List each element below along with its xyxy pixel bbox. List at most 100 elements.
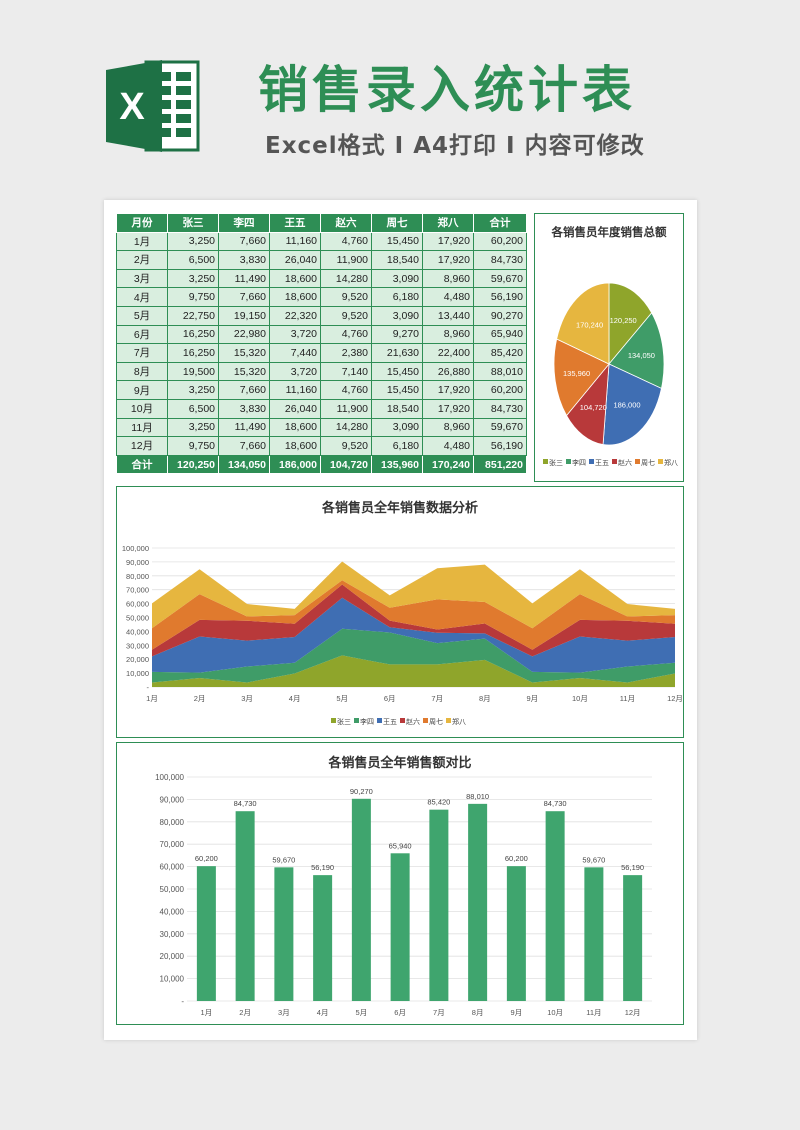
value-cell: 3,250 (167, 231, 219, 252)
x-tick-label: 1月 (146, 694, 158, 703)
value-cell: 18,600 (269, 268, 321, 289)
legend-swatch (423, 718, 428, 723)
bar-data-label: 65,940 (389, 841, 412, 850)
table-row: 7月 16,250 15,320 7,440 2,380 21,630 22,400 85,4… (116, 343, 527, 363)
table-row: 5月 22,750 19,150 22,320 9,520 3,090 13,440 90,2… (116, 305, 527, 326)
value-cell: 9,750 (167, 436, 219, 456)
x-tick-label: 11月 (620, 694, 635, 703)
value-cell: 9,520 (320, 287, 372, 307)
bar (584, 867, 604, 1001)
legend-swatch (331, 718, 336, 723)
legend-swatch (589, 459, 594, 464)
page-subtitle: Excel格式 I A4打印 I 内容可修改 (265, 133, 645, 159)
y-tick-label: 100,000 (122, 544, 149, 553)
y-tick-label: 90,000 (126, 558, 149, 567)
value-cell: 6,500 (167, 398, 219, 419)
x-tick-label: 5月 (336, 694, 348, 703)
page-title: 销售录入统计表 (258, 61, 636, 119)
value-cell: 3,830 (218, 398, 270, 419)
value-cell: 3,090 (371, 268, 423, 289)
value-cell: 19,500 (167, 361, 219, 382)
table-row: 4月 9,750 7,660 18,600 9,520 6,180 4,480 56,190 (116, 287, 527, 307)
bar-data-label: 90,270 (350, 787, 373, 796)
table-row: 3月 3,250 11,490 18,600 14,280 3,090 8,960 59,67… (116, 268, 527, 289)
bar-chart: - 10,000 20,000 30,000 40,000 50,000 60,000 70,… (155, 773, 652, 1017)
pie-slice (566, 362, 610, 445)
pie-chart: 120,250 134,050 186,000 104,720 135,960 170,2… (543, 282, 678, 467)
bar (468, 803, 488, 1001)
table-header-cell: 李四 (218, 213, 270, 233)
value-cell: 15,450 (371, 361, 423, 382)
pie-data-label: 135,960 (563, 369, 590, 378)
bar (235, 811, 255, 1001)
value-cell: 15,320 (218, 343, 270, 363)
month-cell: 5月 (116, 305, 168, 326)
value-cell: 59,670 (473, 268, 527, 289)
value-cell: 11,490 (218, 268, 270, 289)
pie-chart-title: 各销售员年度销售总额 (551, 225, 667, 239)
month-cell: 1月 (116, 231, 168, 252)
value-cell: 3,090 (371, 417, 423, 438)
bar-data-label: 84,730 (234, 799, 257, 808)
bar-chart-panel: 各销售员全年销售额对比 - 10,000 20,000 30,000 40,000 50,… (116, 742, 684, 1025)
table-header-cell: 王五 (269, 213, 321, 233)
table-header-cell: 张三 (167, 213, 219, 233)
value-cell: 3,250 (167, 268, 219, 289)
legend-swatch (377, 718, 382, 723)
legend-label: 张三 (337, 717, 351, 726)
value-cell: 90,270 (473, 305, 527, 326)
x-tick-label: 7月 (431, 694, 443, 703)
pie-data-label: 186,000 (613, 401, 640, 410)
value-cell: 17,920 (422, 380, 474, 400)
bar-data-label: 56,190 (311, 863, 334, 872)
x-tick-label: 2月 (239, 1008, 251, 1017)
pie-chart-panel: 各销售员年度销售总额 120,250 134,050 186,000 104,720 1… (534, 213, 684, 482)
table-row: 12月 9,750 7,660 18,600 9,520 6,180 4,480 56,190 (116, 436, 527, 456)
bar-data-label: 84,730 (544, 799, 567, 808)
value-cell: 56,190 (473, 436, 527, 456)
x-tick-label: 2月 (194, 694, 206, 703)
month-cell: 8月 (116, 361, 168, 382)
legend-swatch (566, 459, 571, 464)
pie-data-label: 170,240 (576, 321, 603, 330)
bar (545, 811, 565, 1001)
pie-slice (608, 282, 653, 366)
bar-data-label: 88,010 (466, 792, 489, 801)
value-cell: 15,320 (218, 361, 270, 382)
bar (429, 809, 449, 1001)
table-row: 8月 19,500 15,320 3,720 7,140 15,450 26,880 88,0… (116, 361, 527, 382)
month-cell: 6月 (116, 324, 168, 345)
y-tick-label: 20,000 (126, 655, 149, 664)
value-cell: 6,180 (371, 287, 423, 307)
value-cell: 11,490 (218, 417, 270, 438)
y-tick-label: 80,000 (126, 572, 149, 581)
value-cell: 22,320 (269, 305, 321, 326)
month-cell: 12月 (116, 436, 168, 456)
x-tick-label: 8月 (472, 1008, 484, 1017)
value-cell: 13,440 (422, 305, 474, 326)
pie-data-label: 120,250 (610, 316, 637, 325)
y-tick-label: 30,000 (160, 930, 185, 939)
value-cell: 14,280 (320, 268, 372, 289)
value-cell: 15,450 (371, 380, 423, 400)
legend-label: 王五 (595, 459, 609, 467)
bar (351, 798, 371, 1001)
legend-swatch (658, 459, 663, 464)
value-cell: 60,200 (473, 380, 527, 400)
value-cell: 15,450 (371, 231, 423, 252)
month-cell: 2月 (116, 250, 168, 270)
x-tick-label: 8月 (479, 694, 491, 703)
value-cell: 17,920 (422, 398, 474, 419)
table-row: 2月 6,500 3,830 26,040 11,900 18,540 17,920 84,7… (116, 250, 527, 270)
table-header-cell: 郑八 (422, 213, 474, 233)
pie-data-label: 134,050 (628, 351, 655, 360)
table-header-cell: 月份 (116, 213, 168, 233)
area-series (152, 628, 675, 683)
legend-label: 赵六 (406, 717, 420, 726)
value-cell: 7,440 (269, 343, 321, 363)
value-cell: 17,920 (422, 250, 474, 270)
value-cell: 26,040 (269, 250, 321, 270)
header: X 销售录入统计表 Excel格式 I A4打印 I 内容可修改 (0, 0, 800, 185)
month-cell: 4月 (116, 287, 168, 307)
value-cell: 59,670 (473, 417, 527, 438)
